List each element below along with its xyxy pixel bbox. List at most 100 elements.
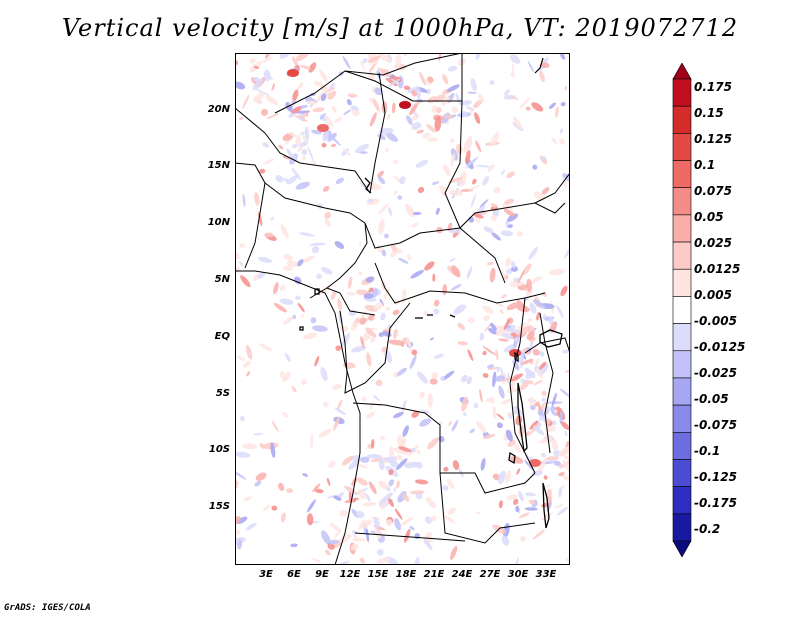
velocity-cell	[521, 358, 533, 365]
velocity-cell	[237, 539, 243, 550]
colorbar-label: -0.2	[694, 522, 721, 536]
velocity-cell	[498, 500, 504, 509]
velocity-cell	[482, 350, 487, 356]
velocity-cell	[366, 453, 383, 460]
velocity-cell	[450, 545, 458, 561]
velocity-cell	[388, 339, 405, 346]
velocity-cell	[271, 505, 278, 511]
velocity-cell	[402, 425, 409, 437]
velocity-cell	[426, 124, 437, 133]
velocity-cell	[297, 302, 305, 313]
velocity-cell	[558, 487, 563, 498]
velocity-cell	[296, 259, 304, 267]
velocity-cell	[427, 76, 434, 83]
velocity-cell	[409, 104, 418, 116]
velocity-cell	[478, 93, 485, 103]
map-panel	[235, 53, 570, 565]
velocity-cell	[400, 516, 414, 526]
velocity-cell	[541, 397, 546, 402]
velocity-cell	[279, 53, 290, 59]
velocity-cell	[448, 176, 463, 184]
colorbar-label: 0.1	[694, 158, 716, 172]
velocity-cell	[504, 89, 510, 96]
velocity-cell	[352, 538, 366, 542]
velocity-cell	[322, 401, 329, 408]
velocity-cell	[490, 215, 497, 222]
velocity-cell	[404, 528, 411, 543]
velocity-cell	[419, 391, 425, 399]
velocity-maximum	[529, 459, 541, 467]
velocity-cell	[327, 539, 340, 545]
velocity-cell	[482, 176, 489, 186]
border-uganda	[524, 337, 570, 354]
velocity-cell	[303, 332, 317, 340]
velocity-cell	[313, 242, 326, 246]
velocity-cell	[532, 529, 545, 540]
velocity-cell	[513, 443, 521, 453]
velocity-cell	[326, 477, 331, 486]
velocity-cell	[385, 77, 398, 87]
velocity-cell	[301, 149, 308, 156]
velocity-cell	[495, 325, 511, 334]
velocity-cell	[475, 164, 491, 168]
velocity-cell	[533, 379, 543, 386]
velocity-cell	[525, 431, 532, 436]
colorbar-swatch	[672, 350, 692, 379]
velocity-cell	[240, 275, 251, 288]
velocity-cell	[385, 519, 393, 527]
velocity-cell	[559, 128, 564, 134]
velocity-cell	[490, 396, 495, 404]
velocity-cell	[235, 59, 238, 66]
velocity-cell	[341, 332, 351, 347]
velocity-cell	[409, 525, 415, 531]
velocity-cell	[524, 492, 536, 497]
colorbar-swatch	[672, 404, 692, 433]
velocity-cell	[254, 191, 260, 206]
velocity-cell	[424, 538, 433, 551]
velocity-cell	[320, 93, 327, 102]
velocity-cell	[511, 62, 515, 75]
colorbar-cap-bottom	[672, 540, 692, 557]
velocity-cell	[368, 481, 377, 495]
map-frame	[235, 53, 570, 565]
border-drc-east	[509, 297, 536, 474]
colorbar-label: 0.175	[694, 80, 732, 94]
colorbar-label: 0.0125	[694, 262, 741, 276]
velocity-cell	[434, 116, 442, 132]
velocity-cell	[238, 261, 244, 267]
velocity-cell	[450, 153, 456, 167]
velocity-cell	[393, 487, 396, 492]
velocity-cell	[282, 371, 291, 382]
velocity-cell	[390, 247, 399, 258]
velocity-cell	[314, 80, 320, 86]
border-east-africa	[534, 172, 570, 204]
velocity-cell	[298, 141, 309, 148]
velocity-cell	[457, 341, 469, 346]
velocity-cell	[290, 543, 298, 548]
velocity-cell	[259, 443, 265, 449]
velocity-cell	[505, 429, 513, 442]
velocity-cell	[518, 491, 524, 502]
velocity-cell	[332, 384, 342, 390]
velocity-cell	[358, 271, 363, 276]
velocity-cell	[385, 306, 391, 312]
velocity-cell	[551, 420, 557, 426]
velocity-cell	[551, 137, 558, 145]
velocity-cell	[342, 147, 351, 157]
velocity-cell	[556, 304, 564, 318]
velocity-cell	[512, 359, 520, 371]
velocity-cell	[449, 258, 456, 263]
velocity-cell	[455, 92, 462, 106]
velocity-cell	[294, 276, 302, 285]
velocity-cell	[507, 224, 514, 228]
velocity-cell	[443, 514, 456, 524]
velocity-cell	[261, 108, 268, 116]
velocity-cell	[530, 405, 536, 411]
velocity-cell	[300, 255, 315, 264]
velocity-cell	[546, 488, 552, 499]
velocity-cell	[540, 156, 547, 161]
velocity-cell	[327, 542, 335, 550]
velocity-cell	[387, 324, 393, 330]
velocity-cell	[271, 420, 279, 432]
velocity-cell	[306, 499, 316, 513]
